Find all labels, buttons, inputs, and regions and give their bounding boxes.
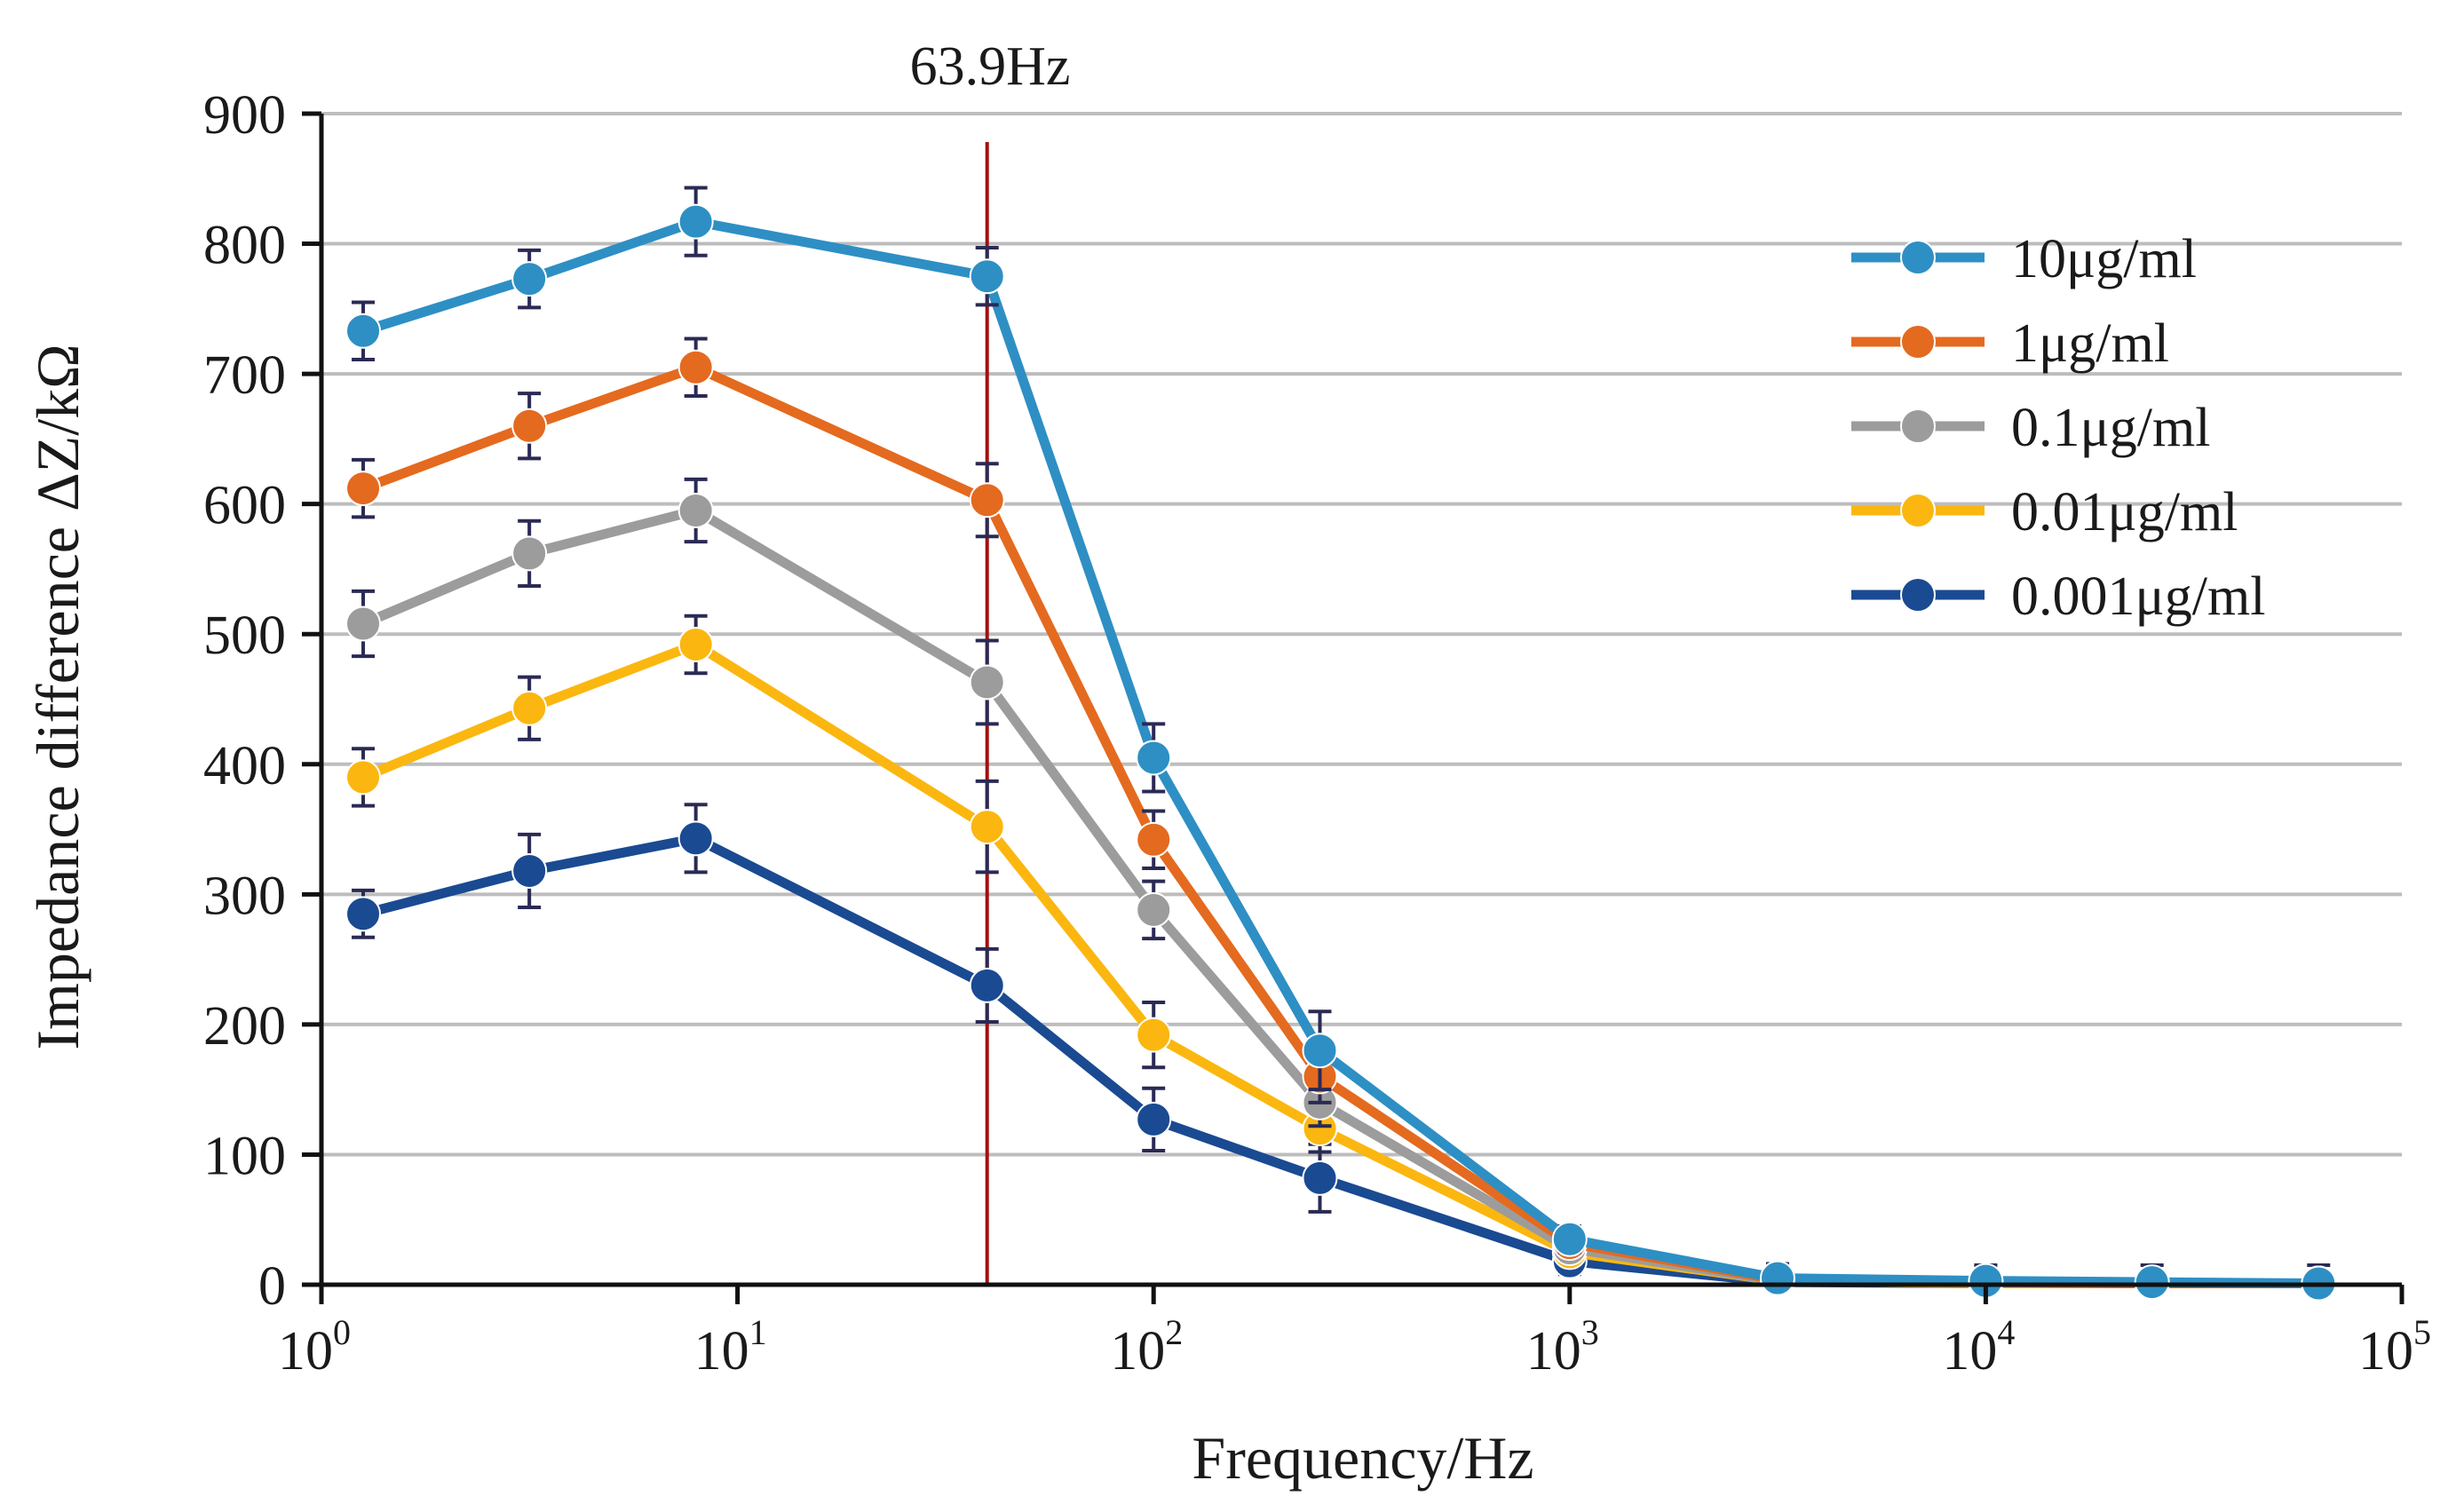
data-point-2-0 xyxy=(345,606,382,642)
y-tick-label-0: 0 xyxy=(258,1256,286,1317)
y-tick-label-900: 900 xyxy=(203,85,286,146)
legend-marker-1 xyxy=(1900,324,1936,360)
series-0 xyxy=(345,186,2337,1302)
data-point-0-1 xyxy=(511,261,548,297)
legend-label-1: 1μg/ml xyxy=(2011,313,2169,374)
y-tick-label-100: 100 xyxy=(203,1126,286,1186)
legend-label-3: 0.01μg/ml xyxy=(2011,482,2238,542)
y-tick-label-500: 500 xyxy=(203,606,286,666)
data-point-4-3 xyxy=(969,967,1005,1003)
legend-item-4: 0.001μg/ml xyxy=(1851,566,2265,627)
data-point-1-3 xyxy=(969,482,1005,519)
x-tick-label-5: 105 xyxy=(2358,1312,2431,1381)
x-tick-label-2: 102 xyxy=(1110,1312,1183,1381)
data-point-0-3 xyxy=(969,258,1005,295)
data-point-0-7 xyxy=(1759,1260,1795,1296)
data-point-2-4 xyxy=(1136,891,1172,928)
data-point-0-5 xyxy=(1302,1033,1338,1069)
x-tick-label-0: 100 xyxy=(278,1312,351,1381)
legend-item-1: 1μg/ml xyxy=(1851,313,2169,374)
legend-marker-4 xyxy=(1900,577,1936,613)
legend-marker-2 xyxy=(1900,408,1936,444)
data-point-1-4 xyxy=(1136,821,1172,858)
x-axis-label: Frequency/Hz xyxy=(1192,1424,1533,1492)
data-point-4-2 xyxy=(677,820,714,857)
legend-label-2: 0.1μg/ml xyxy=(2011,398,2210,458)
data-point-2-2 xyxy=(677,492,714,528)
x-tick-label-3: 103 xyxy=(1526,1312,1599,1381)
data-point-4-1 xyxy=(511,852,548,889)
data-point-0-2 xyxy=(677,203,714,240)
data-point-3-3 xyxy=(969,809,1005,845)
data-point-2-1 xyxy=(511,535,548,572)
data-point-4-0 xyxy=(345,896,382,932)
series-4 xyxy=(345,803,2337,1302)
data-point-4-5 xyxy=(1302,1160,1338,1196)
y-tick-label-200: 200 xyxy=(203,996,286,1057)
data-point-0-6 xyxy=(1551,1221,1588,1257)
data-point-1-1 xyxy=(511,408,548,444)
legend-label-0: 10μg/ml xyxy=(2011,229,2197,289)
legend-item-2: 0.1μg/ml xyxy=(1851,398,2210,458)
data-point-3-0 xyxy=(345,759,382,796)
series-3 xyxy=(345,614,2337,1302)
data-point-2-3 xyxy=(969,664,1005,701)
y-tick-label-300: 300 xyxy=(203,866,286,926)
data-point-1-2 xyxy=(677,349,714,385)
legend-item-3: 0.01μg/ml xyxy=(1851,482,2238,542)
y-tick-label-400: 400 xyxy=(203,736,286,796)
data-point-1-0 xyxy=(345,471,382,507)
legend-label-4: 0.001μg/ml xyxy=(2011,566,2265,627)
legend: 10μg/ml 1μg/ml 0.1μg/ml 0.01μg/ml 0.001μg/ml xyxy=(1851,229,2265,627)
data-point-0-0 xyxy=(345,313,382,349)
y-tick-label-700: 700 xyxy=(203,345,286,406)
x-tick-label-4: 104 xyxy=(1942,1312,2015,1381)
annotation-label: 63.9Hz xyxy=(910,36,1071,97)
data-point-3-2 xyxy=(677,626,714,662)
data-point-0-9 xyxy=(2134,1264,2170,1301)
data-point-0-4 xyxy=(1136,740,1172,776)
data-point-4-4 xyxy=(1136,1101,1172,1137)
y-tick-label-600: 600 xyxy=(203,476,286,536)
data-point-3-1 xyxy=(511,690,548,726)
y-tick-label-800: 800 xyxy=(203,216,286,276)
legend-item-0: 10μg/ml xyxy=(1851,229,2197,289)
x-tick-label-1: 101 xyxy=(694,1312,767,1381)
series-layer xyxy=(345,186,2337,1302)
y-axis-label: Impedance difference ΔZ/kΩ xyxy=(24,344,91,1049)
data-point-3-4 xyxy=(1136,1017,1172,1053)
legend-marker-3 xyxy=(1900,493,1936,528)
legend-marker-0 xyxy=(1900,240,1936,275)
